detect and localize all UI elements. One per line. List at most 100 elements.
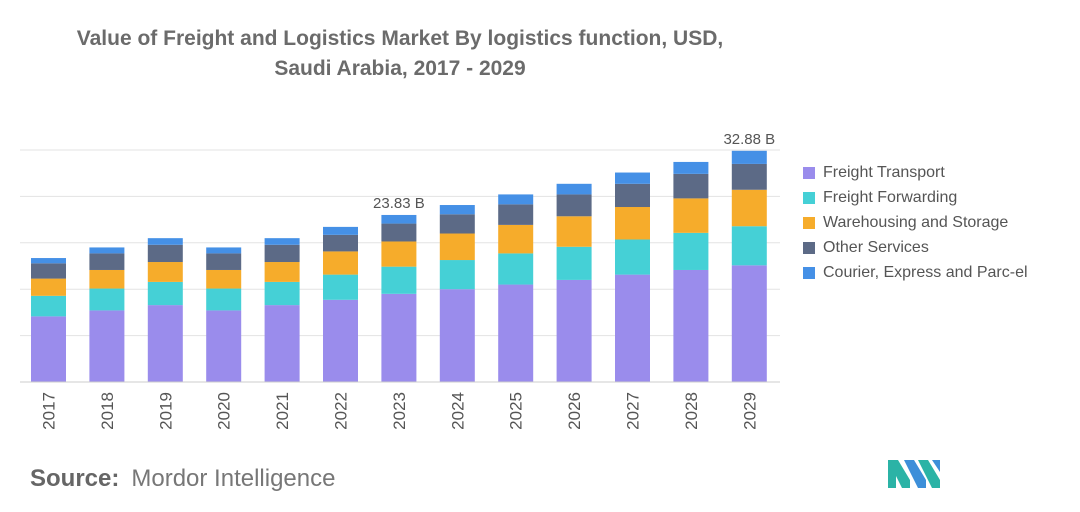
bar-segment-courier-express-and-parc-el	[439, 205, 475, 215]
bar-segment-other-services	[147, 244, 183, 263]
bar-segment-courier-express-and-parc-el	[264, 238, 300, 245]
bar-segment-freight-transport	[206, 310, 242, 382]
x-tick-label: 2021	[273, 392, 292, 430]
bar-segment-other-services	[556, 194, 592, 217]
bar-segment-courier-express-and-parc-el	[498, 194, 534, 205]
bar-segment-freight-transport	[439, 289, 475, 382]
bar-segment-freight-transport	[615, 274, 650, 382]
bar-segment-other-services	[615, 183, 650, 208]
bar-segment-courier-express-and-parc-el	[731, 150, 767, 164]
x-tick-label: 2018	[98, 392, 117, 430]
bar-segment-warehousing-and-storage	[731, 189, 767, 227]
x-tick-label: 2029	[740, 392, 759, 430]
mordor-intelligence-logo-icon	[888, 460, 940, 488]
bar-segment-courier-express-and-parc-el	[206, 247, 242, 254]
bar-segment-warehousing-and-storage	[31, 278, 66, 296]
legend-label: Courier, Express and Parc-el	[823, 264, 1028, 281]
legend-item: Warehousing and Storage	[803, 214, 1063, 232]
bar-segment-freight-forwarding	[206, 288, 242, 311]
legend-swatch	[803, 167, 815, 179]
bar-segment-freight-transport	[381, 293, 417, 382]
stacked-bar-chart: 2017 2018 2019 2020 2021 2022 2023 23.83 B 2024 2…	[20, 131, 780, 430]
bar-segment-freight-forwarding	[31, 295, 66, 317]
bar-segment-freight-transport	[31, 316, 66, 382]
bar-segment-warehousing-and-storage	[381, 241, 417, 267]
x-tick-label: 2020	[215, 392, 234, 430]
chart-title-line-2: Saudi Arabia, 2017 - 2029	[274, 57, 526, 80]
x-tick-label: 2019	[156, 392, 175, 430]
bar-segment-warehousing-and-storage	[498, 224, 534, 254]
legend-item: Freight Forwarding	[803, 189, 1063, 207]
bar-segment-courier-express-and-parc-el	[381, 214, 417, 224]
x-tick-label: 2027	[624, 392, 643, 430]
bar-segment-other-services	[206, 253, 242, 270]
bar-segment-freight-transport	[556, 279, 592, 382]
legend-item: Courier, Express and Parc-el	[803, 264, 1063, 282]
source-line: Source: Mordor Intelligence	[30, 465, 335, 493]
bar-segment-other-services	[498, 204, 534, 225]
legend-swatch	[803, 217, 815, 229]
bar-segment-warehousing-and-storage	[439, 233, 475, 261]
x-tick-label: 2023	[390, 392, 409, 430]
x-tick-label: 2028	[682, 392, 701, 430]
data-label: 23.83 B	[373, 195, 425, 212]
source-label: Source:	[30, 465, 120, 492]
bar-segment-other-services	[264, 244, 300, 263]
bar-segment-courier-express-and-parc-el	[31, 258, 66, 264]
legend-label: Freight Transport	[823, 164, 945, 181]
bar-segment-courier-express-and-parc-el	[673, 161, 709, 174]
bar-segment-freight-forwarding	[147, 281, 183, 306]
bar-segment-courier-express-and-parc-el	[615, 172, 650, 184]
bar-segment-freight-forwarding	[673, 232, 709, 270]
bar-segment-courier-express-and-parc-el	[556, 183, 592, 195]
x-tick-label: 2024	[448, 392, 467, 430]
bar-segment-freight-forwarding	[439, 260, 475, 290]
legend-label: Other Services	[823, 239, 929, 256]
legend-item: Freight Transport	[803, 164, 1063, 182]
bar-segment-courier-express-and-parc-el	[89, 247, 125, 254]
bar-segment-freight-forwarding	[498, 253, 534, 285]
legend-swatch	[803, 267, 815, 279]
bar-segment-warehousing-and-storage	[615, 207, 650, 240]
legend-swatch	[803, 192, 815, 204]
bar-segment-other-services	[89, 253, 125, 270]
legend-label: Freight Forwarding	[823, 189, 958, 206]
bar-segment-freight-forwarding	[264, 281, 300, 306]
bar-segment-warehousing-and-storage	[323, 251, 358, 275]
source-name: Mordor Intelligence	[131, 465, 336, 492]
bar-segment-freight-forwarding	[615, 239, 650, 275]
bar-segment-other-services	[673, 173, 709, 199]
bar-segment-warehousing-and-storage	[206, 269, 242, 289]
bar-segment-freight-forwarding	[381, 266, 417, 294]
bar-segment-other-services	[439, 214, 475, 234]
bar-segment-freight-transport	[731, 265, 767, 382]
bar-segment-freight-transport	[323, 299, 358, 382]
bar-segment-other-services	[731, 163, 767, 190]
bar-segment-warehousing-and-storage	[147, 262, 183, 282]
x-tick-label: 2025	[507, 392, 526, 430]
legend-label: Warehousing and Storage	[823, 214, 1009, 231]
data-label: 32.88 B	[723, 131, 775, 148]
bar-segment-freight-transport	[498, 284, 534, 382]
bar-segment-freight-transport	[264, 305, 300, 382]
bar-segment-warehousing-and-storage	[264, 262, 300, 282]
bar-segment-freight-forwarding	[323, 274, 358, 300]
legend-swatch	[803, 242, 815, 254]
bar-segment-courier-express-and-parc-el	[147, 238, 183, 245]
x-tick-label: 2022	[332, 392, 351, 430]
legend-item: Other Services	[803, 239, 1063, 257]
bar-segment-other-services	[31, 263, 66, 279]
bar-segment-freight-forwarding	[556, 246, 592, 280]
bar-segment-warehousing-and-storage	[556, 216, 592, 247]
x-tick-label: 2026	[565, 392, 584, 430]
bar-segment-freight-transport	[147, 305, 183, 382]
bar-segment-freight-forwarding	[89, 288, 125, 311]
chart-legend: Freight Transport Freight Forwarding Wareh…	[803, 164, 1063, 289]
bar-segment-freight-transport	[89, 310, 125, 382]
chart-title: Value of Freight and Logistics Market By…	[0, 24, 800, 84]
bar-segment-other-services	[323, 234, 358, 252]
bar-segment-warehousing-and-storage	[89, 269, 125, 289]
bar-segment-warehousing-and-storage	[673, 198, 709, 233]
bar-segment-other-services	[381, 223, 417, 242]
bar-segment-courier-express-and-parc-el	[323, 226, 358, 235]
